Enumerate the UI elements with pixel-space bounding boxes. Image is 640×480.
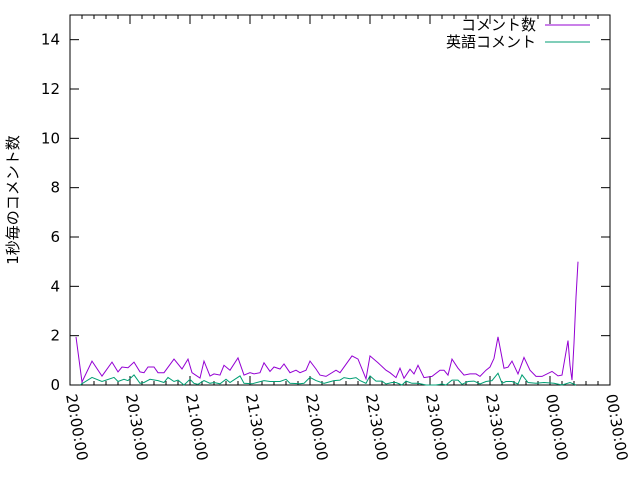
- y-tick-label: 12: [41, 80, 60, 98]
- series-line: [75, 261, 579, 384]
- x-tick-label: 22:00:00: [302, 393, 331, 462]
- legend-label: 英語コメント: [446, 33, 536, 51]
- y-tick-label: 6: [50, 228, 60, 246]
- x-tick-label: 23:00:00: [422, 393, 451, 462]
- x-tick-label: 23:30:00: [482, 393, 511, 462]
- y-tick-label: 14: [41, 31, 60, 49]
- x-tick-label: 22:30:00: [362, 393, 391, 462]
- axis-ticks: 0 2 4 6 8 10 12 14 20:00:00 20:30:00 21:00:00 21:30…: [41, 15, 631, 462]
- plot-frame: [69, 14, 611, 386]
- y-tick-label: 10: [41, 129, 60, 147]
- legend-label: コメント数: [461, 16, 536, 34]
- y-tick-label: 8: [50, 179, 60, 197]
- x-tick-label: 20:00:00: [62, 393, 91, 462]
- series-line: [79, 372, 577, 386]
- y-axis-label: 1秒毎のコメント数: [4, 135, 22, 265]
- y-tick-label: 2: [50, 327, 60, 345]
- series-group: [75, 261, 579, 386]
- x-tick-label: 20:30:00: [122, 393, 151, 462]
- x-tick-label: 21:00:00: [182, 393, 211, 462]
- y-tick-label: 4: [50, 277, 60, 295]
- y-tick-label: 0: [50, 376, 60, 394]
- x-tick-label: 00:30:00: [602, 393, 631, 462]
- x-tick-label: 21:30:00: [242, 393, 271, 462]
- x-tick-label: 00:00:00: [542, 393, 571, 462]
